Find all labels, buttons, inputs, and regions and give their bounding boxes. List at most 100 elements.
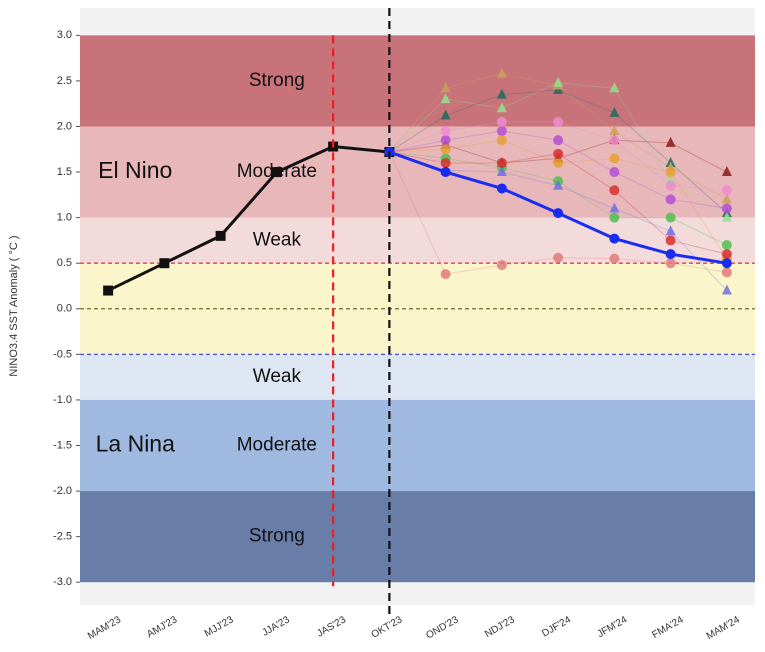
ensemble-point xyxy=(665,136,676,147)
band-label: Strong xyxy=(249,70,305,91)
ensemble-point xyxy=(721,211,732,222)
ensemble-point xyxy=(609,135,620,146)
series-point xyxy=(103,285,114,296)
ensemble-point xyxy=(721,284,732,295)
ensemble-point xyxy=(721,249,732,260)
ensemble-point xyxy=(496,260,507,271)
ensemble-point xyxy=(440,135,451,146)
series-point xyxy=(440,167,451,178)
region-label: La Nina xyxy=(96,431,175,457)
band-label: Weak xyxy=(253,366,302,387)
ensemble-point xyxy=(496,166,507,177)
series-point xyxy=(496,183,507,194)
ensemble-point xyxy=(496,135,507,146)
ensemble-point xyxy=(665,194,676,205)
band xyxy=(80,217,755,264)
ensemble-point xyxy=(721,166,732,177)
x-tick-label: DJF'24 xyxy=(540,614,573,639)
ensemble-point xyxy=(609,212,620,223)
ensemble-point xyxy=(496,126,507,137)
ensemble-point xyxy=(721,239,732,250)
ensemble-point xyxy=(496,116,507,127)
ensemble-point xyxy=(440,82,451,93)
ensemble-point xyxy=(553,252,564,263)
series-point xyxy=(271,167,282,178)
x-tick-label: AMJ'23 xyxy=(145,614,179,640)
ensemble-point xyxy=(440,269,451,280)
ensemble-point xyxy=(496,67,507,78)
x-tick-label: MJJ'23 xyxy=(203,614,236,639)
y-tick-label: -0.5 xyxy=(53,348,72,360)
ensemble-point xyxy=(496,88,507,99)
y-tick-label: 2.5 xyxy=(57,75,72,87)
ensemble-point xyxy=(665,212,676,223)
x-tick-label: FMA'24 xyxy=(650,614,685,641)
band xyxy=(80,491,755,583)
series-point xyxy=(159,258,170,269)
x-tick-label: OND'23 xyxy=(424,614,460,641)
ensemble-point xyxy=(553,148,564,159)
x-tick-label: JJA'23 xyxy=(260,614,292,639)
series-point xyxy=(721,258,732,269)
ensemble-point xyxy=(609,253,620,264)
band xyxy=(80,399,755,492)
ensemble-point xyxy=(553,135,564,146)
ensemble-point xyxy=(553,179,564,190)
ensemble-point xyxy=(665,180,676,191)
ensemble-point xyxy=(440,157,451,168)
series-point xyxy=(553,208,564,219)
ensemble-point xyxy=(553,157,564,168)
ensemble-point xyxy=(721,193,732,204)
y-axis-label: NINO3.4 SST Anomaly ( °C ) xyxy=(8,235,20,376)
ensemble-point xyxy=(609,167,620,178)
y-tick-label: -3.0 xyxy=(53,576,72,588)
ensemble-point xyxy=(721,203,732,214)
y-tick-label: -1.5 xyxy=(53,439,72,451)
region-label: El Nino xyxy=(98,157,172,183)
ensemble-point xyxy=(496,157,507,168)
y-tick-label: 3.0 xyxy=(57,29,72,41)
x-tick-label: MAM'23 xyxy=(86,614,123,642)
ensemble-point xyxy=(609,153,620,164)
ensemble-point xyxy=(496,102,507,113)
band xyxy=(80,126,755,218)
y-tick-label: -2.5 xyxy=(53,531,72,543)
series-point xyxy=(609,233,620,244)
y-tick-label: -2.0 xyxy=(53,485,72,497)
ensemble-point xyxy=(440,109,451,120)
ensemble-point xyxy=(609,185,620,196)
x-tick-label: OKT'23 xyxy=(370,614,405,641)
series-point xyxy=(215,230,226,241)
ensemble-point xyxy=(665,258,676,269)
y-tick-label: -1.0 xyxy=(53,394,72,406)
y-tick-label: 2.0 xyxy=(57,120,72,132)
series-line xyxy=(107,145,390,292)
ensemble-point xyxy=(609,202,620,213)
ensemble-point xyxy=(665,235,676,246)
ensemble-point xyxy=(609,106,620,117)
series-point xyxy=(665,249,676,260)
band-label: Strong xyxy=(249,526,305,547)
y-tick-label: 0.5 xyxy=(57,257,72,269)
ensemble-point xyxy=(553,116,564,127)
x-tick-label: MAM'24 xyxy=(705,614,742,642)
ensemble-point xyxy=(609,82,620,93)
ensemble-point xyxy=(609,125,620,136)
ensemble-point xyxy=(440,126,451,137)
y-tick-label: 1.5 xyxy=(57,166,72,178)
band-label: Weak xyxy=(253,229,302,250)
x-tick-label: NDJ'23 xyxy=(483,614,517,640)
ensemble-point xyxy=(440,93,451,104)
ensemble-point xyxy=(665,167,676,178)
band-label: Moderate xyxy=(237,435,317,456)
y-tick-label: 1.0 xyxy=(57,212,72,224)
ensemble-point xyxy=(440,144,451,155)
ensemble-point xyxy=(721,185,732,196)
y-tick-label: 0.0 xyxy=(57,303,72,315)
band-label: Moderate xyxy=(237,161,317,182)
x-tick-label: JFM'24 xyxy=(596,614,630,640)
ensemble-point xyxy=(721,267,732,278)
ensemble-point xyxy=(553,76,564,87)
